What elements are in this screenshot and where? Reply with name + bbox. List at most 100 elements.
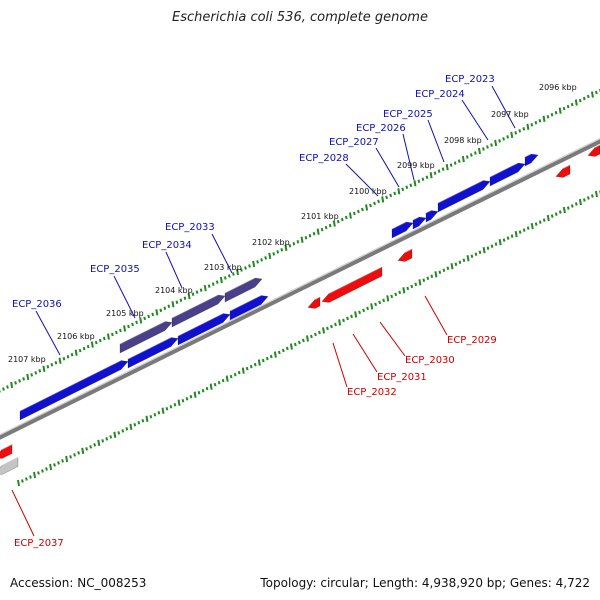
scale-tick — [10, 381, 14, 389]
scale-tick — [73, 453, 76, 457]
scale-tick — [70, 352, 74, 357]
gene-label-reverse: ECP_2032 — [347, 387, 397, 398]
scale-tick — [562, 206, 566, 214]
scale-tick — [344, 215, 348, 220]
scale-tick — [486, 246, 490, 250]
scale-tick — [181, 398, 185, 403]
forward-gene-highlighted-bevel — [224, 277, 256, 294]
kbp-label: 2107 kbp — [8, 355, 46, 364]
scale-tick — [449, 163, 453, 167]
scale-tick — [155, 309, 159, 316]
forward-gene — [229, 295, 269, 321]
scale-tick — [78, 348, 82, 353]
forward-gene — [425, 210, 439, 223]
reverse-gene-bevel — [594, 144, 600, 148]
scale-tick — [526, 226, 530, 230]
gene-features — [0, 144, 600, 475]
upper-scale-ticks — [0, 89, 600, 393]
scale-tick — [401, 187, 405, 192]
reverse-gene-gray-bevel — [1, 457, 19, 466]
scale-tick — [558, 107, 562, 114]
scale-tick — [353, 211, 356, 216]
scale-tick — [538, 118, 542, 123]
map-title: Escherichia coli 536, complete genome — [172, 10, 428, 25]
scale-tick — [586, 94, 590, 99]
scale-tick — [187, 293, 191, 300]
scale-tick — [582, 96, 586, 101]
scale-tick — [490, 244, 494, 248]
scale-tick — [297, 340, 301, 345]
scale-tick — [442, 268, 446, 273]
forward-gene — [19, 360, 129, 421]
kbp-label: 2097 kbp — [491, 110, 529, 119]
forward-gene — [437, 180, 491, 213]
scale-tick — [433, 171, 437, 175]
scale-tick — [191, 292, 195, 296]
scale-tick — [167, 304, 171, 309]
scale-tick — [318, 330, 321, 335]
gene-label-reverse: ECP_2030 — [405, 355, 455, 366]
scale-tick — [207, 284, 211, 288]
scale-tick — [125, 427, 129, 431]
scale-tick — [518, 230, 522, 234]
kbp-label: 2098 kbp — [444, 136, 482, 145]
scale-tick — [566, 206, 570, 210]
scale-tick — [199, 288, 203, 292]
scale-tick — [133, 423, 137, 427]
scale-tick — [77, 451, 80, 455]
scale-tick — [82, 346, 86, 351]
scale-tick — [227, 274, 231, 278]
scale-tick — [183, 296, 187, 300]
scale-tick — [157, 411, 161, 415]
scale-tick — [189, 394, 193, 399]
scale-tick — [50, 363, 54, 367]
scale-tick — [163, 306, 167, 311]
scale-tick — [292, 242, 296, 246]
scale-tick — [486, 145, 489, 149]
scale-tick — [578, 98, 582, 103]
scale-tick — [129, 423, 133, 430]
accession-text: Accession: NC_008253 — [10, 576, 147, 590]
leader-line — [461, 99, 489, 141]
leader-line — [424, 295, 448, 336]
scale-tick — [14, 381, 17, 385]
scale-tick — [89, 445, 93, 449]
scale-tick — [441, 167, 445, 171]
scale-tick — [244, 266, 247, 270]
scale-tick — [385, 195, 388, 200]
scale-tick — [54, 360, 58, 365]
scale-tick — [257, 359, 261, 366]
scale-tick — [237, 370, 241, 375]
scale-tick — [406, 286, 410, 291]
scale-tick — [426, 276, 430, 281]
scale-tick — [253, 362, 257, 367]
scale-tick — [93, 443, 97, 447]
scale-tick — [117, 431, 121, 435]
scale-tick — [264, 256, 267, 260]
scale-tick — [215, 280, 219, 284]
scale-tick — [241, 367, 245, 374]
forward-gene-highlighted-bevel — [119, 321, 166, 345]
scale-tick — [86, 344, 90, 349]
scale-tick — [405, 185, 409, 190]
scale-tick — [562, 106, 566, 111]
scale-tick — [438, 270, 442, 275]
forward-gene-bevel — [437, 180, 484, 204]
scale-tick — [18, 379, 21, 383]
scale-tick — [58, 357, 62, 364]
scale-tick — [414, 282, 418, 287]
scale-tick — [219, 276, 223, 284]
scale-tick — [289, 343, 293, 350]
leader-line — [11, 489, 35, 537]
scale-tick — [514, 230, 518, 238]
scale-tick — [457, 159, 461, 163]
scale-tick — [490, 143, 493, 147]
scale-tick — [296, 239, 300, 244]
scale-tick — [25, 477, 28, 481]
scale-tick — [316, 228, 320, 235]
scale-tick — [94, 340, 98, 345]
forward-gene-bevel — [412, 216, 420, 221]
scale-tick — [284, 244, 288, 251]
scale-tick — [336, 219, 340, 224]
